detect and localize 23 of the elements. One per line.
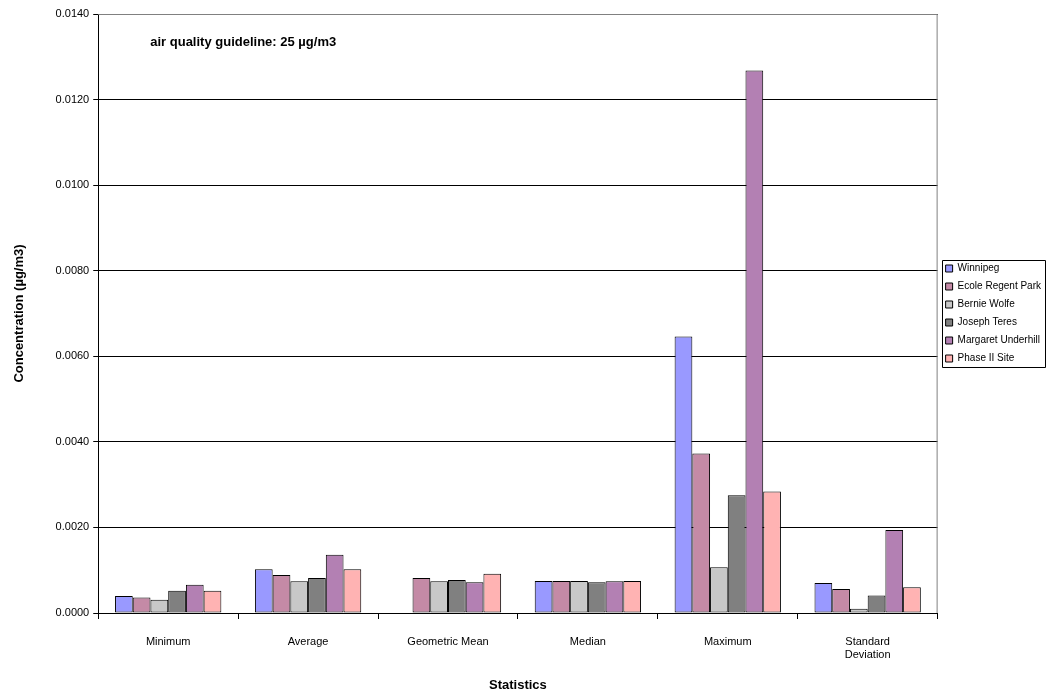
y-axis-title: Concentration (µg/m3) — [11, 244, 27, 383]
y-tick-label: 0.0100 — [55, 178, 90, 191]
y-tick-label: 0.0080 — [55, 263, 90, 276]
legend-label: Margaret Underhill — [957, 334, 1040, 346]
legend-label: Bernie Wolfe — [957, 298, 1016, 310]
legend-label: Joseph Teres — [957, 316, 1017, 328]
x-tick-label: Minimum — [145, 634, 191, 647]
y-tick-label: 0.0140 — [55, 7, 90, 20]
y-tick-label: 0.0040 — [55, 434, 90, 447]
x-axis-title: Statistics — [489, 676, 547, 692]
x-tick-label: Maximum — [703, 634, 752, 647]
y-tick-label: 0.0020 — [55, 520, 90, 533]
x-tick-label: Average — [287, 634, 329, 647]
y-tick-label: 0.0060 — [55, 349, 90, 362]
y-tick-label: 0.0000 — [55, 606, 90, 619]
legend-label: Phase II Site — [957, 352, 1015, 364]
x-tick-label: Median — [569, 634, 606, 647]
annotation: air quality guideline: 25 µg/m3 — [150, 33, 337, 49]
legend-label: Winnipeg — [957, 262, 1000, 274]
x-tick-label: Standard Deviation — [844, 634, 891, 660]
x-tick-label: Geometric Mean — [407, 634, 489, 647]
legend-label: Ecole Regent Park — [957, 280, 1042, 292]
y-tick-label: 0.0120 — [55, 92, 90, 105]
